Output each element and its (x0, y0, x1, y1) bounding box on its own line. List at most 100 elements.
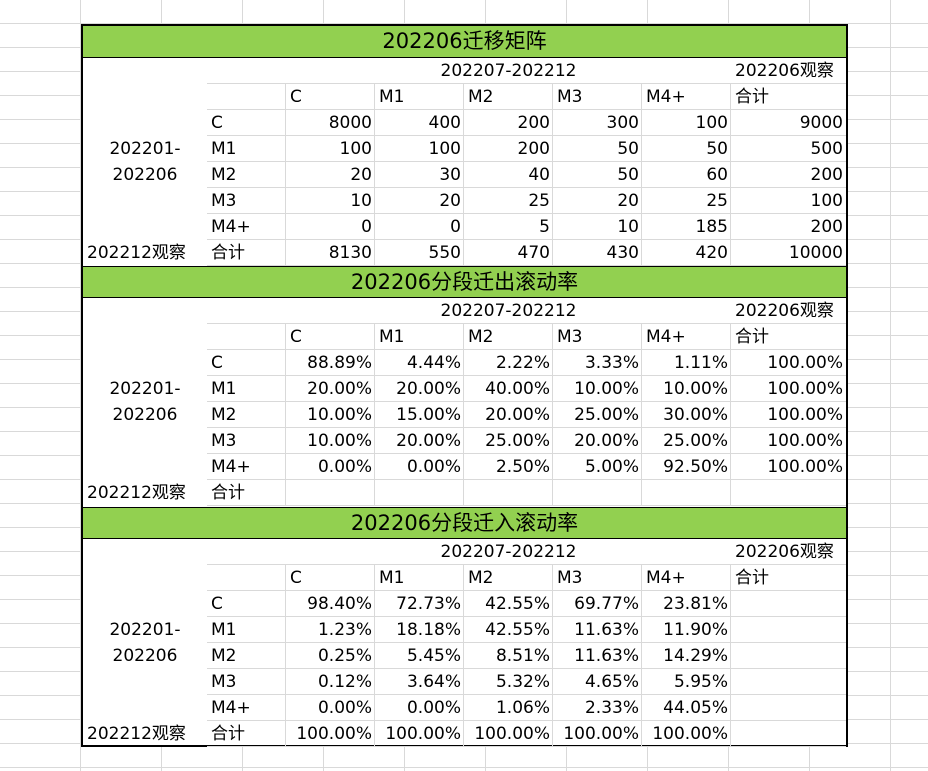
row-group-label: 202201- (109, 139, 181, 159)
grid-line (730, 84, 731, 266)
row-group-label: 202201- (109, 379, 181, 399)
table-cell: 1.06% (495, 698, 550, 718)
total-row-cell (553, 480, 642, 506)
table-cell: 20 (439, 191, 461, 211)
total-column-header: 合计 (735, 568, 769, 588)
table-cell: 72.73% (396, 594, 461, 614)
grid-line (207, 746, 846, 747)
row-total-cell: 200 (810, 165, 843, 185)
grid-line (641, 84, 642, 266)
table-cell: 100 (428, 139, 461, 159)
grid-line (207, 187, 846, 188)
table-cell: 50 (617, 139, 639, 159)
table-cell: 50 (706, 139, 728, 159)
grid-line (207, 427, 846, 428)
row-total-cell (731, 591, 846, 617)
grid-line (552, 565, 553, 747)
grid-line (207, 265, 846, 266)
grid-line (207, 694, 846, 695)
column-header: M2 (468, 327, 494, 347)
table-cell: 11.90% (663, 620, 728, 640)
row-label: M1 (211, 139, 237, 159)
grid-line (207, 135, 846, 136)
row-label: M3 (211, 191, 237, 211)
table-cell: 20 (617, 191, 639, 211)
column-header: M2 (468, 87, 494, 107)
column-header: M3 (557, 327, 583, 347)
table-cell: 0 (361, 217, 372, 237)
grid-line (207, 401, 846, 402)
table-cell: 0.00% (317, 698, 372, 718)
row-group-label: 202206 (112, 646, 178, 666)
observation-header: 202206观察 (735, 301, 834, 321)
table-cell: 25.00% (663, 431, 728, 451)
grid-line (207, 109, 846, 110)
table-cell: 5 (539, 217, 550, 237)
row-total-cell: 100.00% (767, 353, 843, 373)
row-label: M2 (211, 646, 237, 666)
row-label: M2 (211, 405, 237, 425)
grid-line (207, 505, 846, 506)
total-row-cell: 100.00% (563, 724, 639, 744)
table-cell: 25 (528, 191, 550, 211)
period-header: 202207-202212 (440, 61, 577, 81)
table-cell: 40 (528, 165, 550, 185)
table-cell: 0.25% (317, 646, 372, 666)
table-cell: 2.50% (495, 457, 550, 477)
grid-line (207, 213, 846, 214)
table-cell: 92.50% (663, 457, 728, 477)
row-label: M4+ (211, 698, 251, 718)
total-row-cell (286, 480, 375, 506)
table-cell: 69.77% (574, 594, 639, 614)
row-total-cell (731, 617, 846, 643)
row-label: M1 (211, 620, 237, 640)
observation-header: 202206观察 (735, 61, 834, 81)
grid-line (207, 161, 846, 162)
table-cell: 20.00% (485, 405, 550, 425)
table-cell: 40.00% (485, 379, 550, 399)
column-header: M4+ (646, 87, 686, 107)
row-total-cell: 100.00% (767, 457, 843, 477)
footer-observation-label: 202212观察 (87, 483, 186, 503)
table-cell: 400 (428, 113, 461, 133)
total-row-label: 合计 (211, 243, 245, 263)
row-total-cell (731, 643, 846, 669)
grid-line (207, 83, 846, 84)
table-cell: 100 (339, 139, 372, 159)
footer-observation-label: 202212观察 (87, 724, 186, 744)
table-cell: 3.64% (406, 672, 461, 692)
total-row-cell (375, 480, 464, 506)
table-cell: 2.22% (495, 353, 550, 373)
column-header: M3 (557, 87, 583, 107)
table-cell: 10 (617, 217, 639, 237)
table-cell: 50 (617, 165, 639, 185)
table-cell: 0.00% (406, 457, 461, 477)
row-label: C (211, 353, 223, 373)
grid-line (207, 239, 846, 240)
total-column-header: 合计 (735, 327, 769, 347)
grid-line (730, 565, 731, 747)
grid-line (207, 616, 846, 617)
table-cell: 25.00% (485, 431, 550, 451)
table-cell: 20.00% (574, 431, 639, 451)
table-cell: 0.00% (406, 698, 461, 718)
total-row-cell: 470 (517, 243, 550, 263)
table-cell: 98.40% (307, 594, 372, 614)
row-label: M3 (211, 431, 237, 451)
table-cell: 88.89% (307, 353, 372, 373)
row-label: M2 (211, 165, 237, 185)
column-header: M4+ (646, 327, 686, 347)
row-total-cell (731, 669, 846, 695)
grid-line (374, 565, 375, 747)
row-label: M4+ (211, 217, 251, 237)
column-header: C (290, 327, 302, 347)
table-cell: 10.00% (307, 431, 372, 451)
grid-line (641, 565, 642, 747)
table-cell: 15.00% (396, 405, 461, 425)
total-row-cell: 100.00% (296, 724, 372, 744)
grid-line (641, 324, 642, 506)
grid-line (207, 642, 846, 643)
table-cell: 20.00% (307, 379, 372, 399)
grid-line (207, 323, 846, 324)
row-group-label: 202206 (112, 405, 178, 425)
